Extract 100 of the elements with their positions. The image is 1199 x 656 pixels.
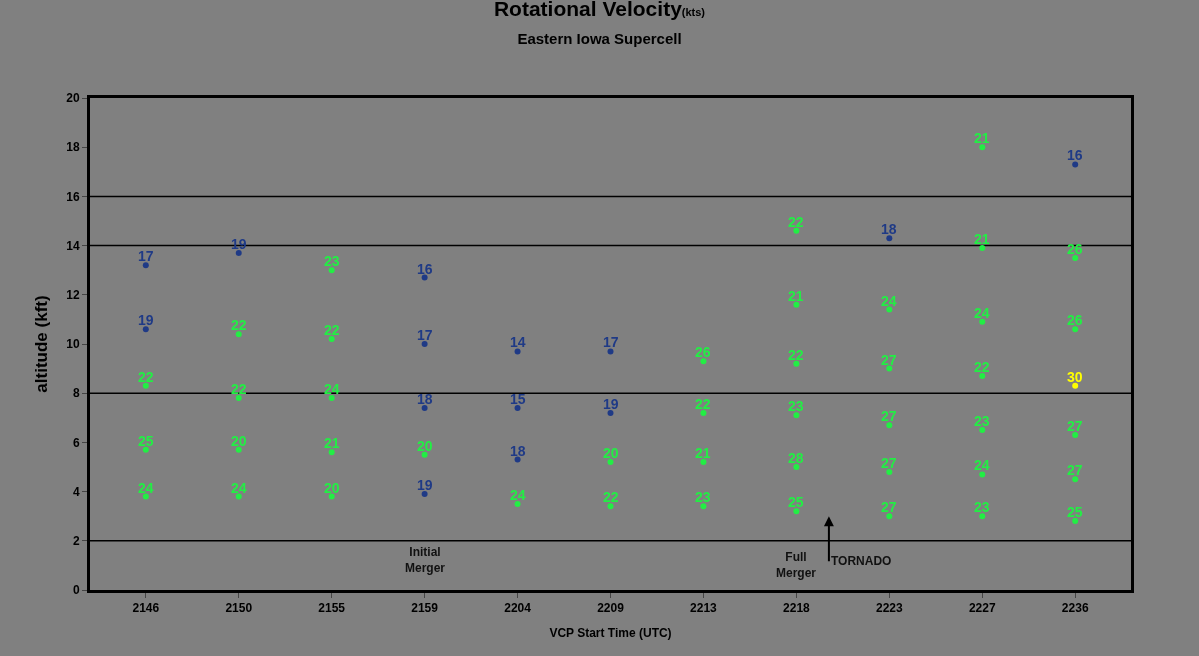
annotation: 27 bbox=[1067, 418, 1083, 434]
point bbox=[1072, 518, 1079, 525]
annotation: 24 bbox=[974, 457, 990, 473]
point bbox=[328, 493, 335, 500]
point bbox=[793, 301, 800, 308]
annotation: 25 bbox=[138, 433, 154, 449]
y-tick-label: 12 bbox=[66, 288, 80, 302]
point bbox=[607, 459, 614, 466]
annotation: 23 bbox=[324, 253, 340, 269]
annotation: 23 bbox=[695, 489, 711, 505]
annotation: 27 bbox=[881, 455, 897, 471]
annotation: 30 bbox=[1067, 369, 1083, 385]
annotation: 24 bbox=[974, 305, 990, 321]
point bbox=[235, 493, 242, 500]
annotation: 24 bbox=[231, 480, 247, 496]
y-tick-label: 4 bbox=[72, 484, 80, 499]
annotation: 18 bbox=[881, 221, 897, 237]
y-axis-title: altitude (kft) bbox=[31, 295, 51, 393]
annotation: 23 bbox=[974, 499, 990, 515]
annotation: 20 bbox=[603, 445, 619, 461]
annotation: 20 bbox=[324, 480, 340, 496]
point bbox=[793, 412, 800, 419]
annotation: 21 bbox=[974, 130, 990, 146]
chart-subtitle: Eastern Iowa Supercell bbox=[517, 29, 682, 47]
y-tick-label: 10 bbox=[66, 337, 80, 352]
point bbox=[700, 358, 707, 365]
y-tick-label: 0 bbox=[72, 583, 80, 598]
x-tick-label: 2227 bbox=[968, 601, 996, 616]
point bbox=[793, 508, 800, 515]
point bbox=[1072, 161, 1079, 168]
annotation: 19 bbox=[603, 396, 619, 412]
x-tick-label: 2209 bbox=[597, 601, 625, 616]
x-tick-label: 2236 bbox=[1061, 601, 1089, 616]
point bbox=[886, 513, 893, 520]
annotation: 14 bbox=[510, 334, 526, 350]
annotation: 22 bbox=[695, 396, 711, 412]
annotation: 22 bbox=[974, 359, 990, 375]
point bbox=[700, 459, 707, 466]
point bbox=[886, 365, 893, 372]
y-tick-label: 14 bbox=[66, 238, 80, 253]
point bbox=[700, 503, 707, 510]
point bbox=[979, 427, 986, 434]
y-tick-label: 18 bbox=[66, 140, 80, 155]
point bbox=[328, 336, 335, 343]
annotation: 23 bbox=[974, 413, 990, 429]
annotation: 27 bbox=[881, 499, 897, 515]
annotation: 27 bbox=[881, 352, 897, 368]
x-tick-label: 2155 bbox=[318, 601, 346, 616]
point bbox=[1072, 476, 1079, 483]
annotation: 15 bbox=[510, 391, 526, 407]
point bbox=[235, 331, 242, 338]
annotation: 26 bbox=[1067, 312, 1083, 328]
annotation: 25 bbox=[788, 494, 804, 510]
annotation: 21 bbox=[695, 445, 711, 461]
y-tick-label: 6 bbox=[72, 435, 80, 450]
point bbox=[979, 318, 986, 325]
point bbox=[979, 471, 986, 478]
x-tick-label: 2146 bbox=[132, 601, 160, 616]
annotation: 24 bbox=[138, 480, 154, 496]
annotation: 27 bbox=[1067, 462, 1083, 478]
point bbox=[142, 446, 149, 453]
annotation: 28 bbox=[788, 450, 804, 466]
point bbox=[1072, 254, 1079, 261]
annotation: 17 bbox=[138, 248, 154, 264]
x-tick-label: 2150 bbox=[225, 601, 253, 616]
annotation: 17 bbox=[603, 334, 619, 350]
point bbox=[793, 464, 800, 470]
point bbox=[328, 395, 335, 402]
point bbox=[886, 468, 893, 475]
annotation: 25 bbox=[1067, 504, 1083, 520]
annotation: TORNADO bbox=[831, 554, 892, 568]
annotation: 21 bbox=[974, 231, 990, 247]
x-tick-label: 2213 bbox=[690, 601, 718, 616]
point bbox=[607, 503, 614, 510]
annotation: 22 bbox=[603, 489, 619, 505]
annotation: Full Merger bbox=[776, 550, 817, 580]
point bbox=[142, 382, 149, 389]
point bbox=[235, 395, 242, 402]
annotation: 26 bbox=[1067, 241, 1083, 257]
annotation: 24 bbox=[881, 293, 897, 309]
annotation: 22 bbox=[788, 214, 804, 230]
point bbox=[793, 227, 800, 234]
point bbox=[235, 446, 242, 453]
annotation: 16 bbox=[417, 261, 433, 277]
point bbox=[700, 409, 707, 416]
x-tick-label: 2159 bbox=[411, 601, 439, 616]
annotation: 20 bbox=[231, 433, 247, 449]
x-tick-label: 2204 bbox=[504, 601, 532, 616]
point bbox=[793, 360, 800, 367]
point bbox=[142, 493, 149, 500]
point bbox=[1072, 326, 1079, 333]
y-tick-label: 8 bbox=[72, 386, 80, 401]
annotation: 16 bbox=[1067, 147, 1083, 163]
annotation: 24 bbox=[510, 487, 526, 503]
point bbox=[514, 500, 521, 507]
chart-title: Rotational Velocity(kts) bbox=[493, 0, 706, 21]
point bbox=[1072, 432, 1079, 439]
point bbox=[979, 245, 986, 252]
annotation: 26 bbox=[695, 344, 711, 360]
x-tick-label: 2218 bbox=[783, 601, 811, 616]
